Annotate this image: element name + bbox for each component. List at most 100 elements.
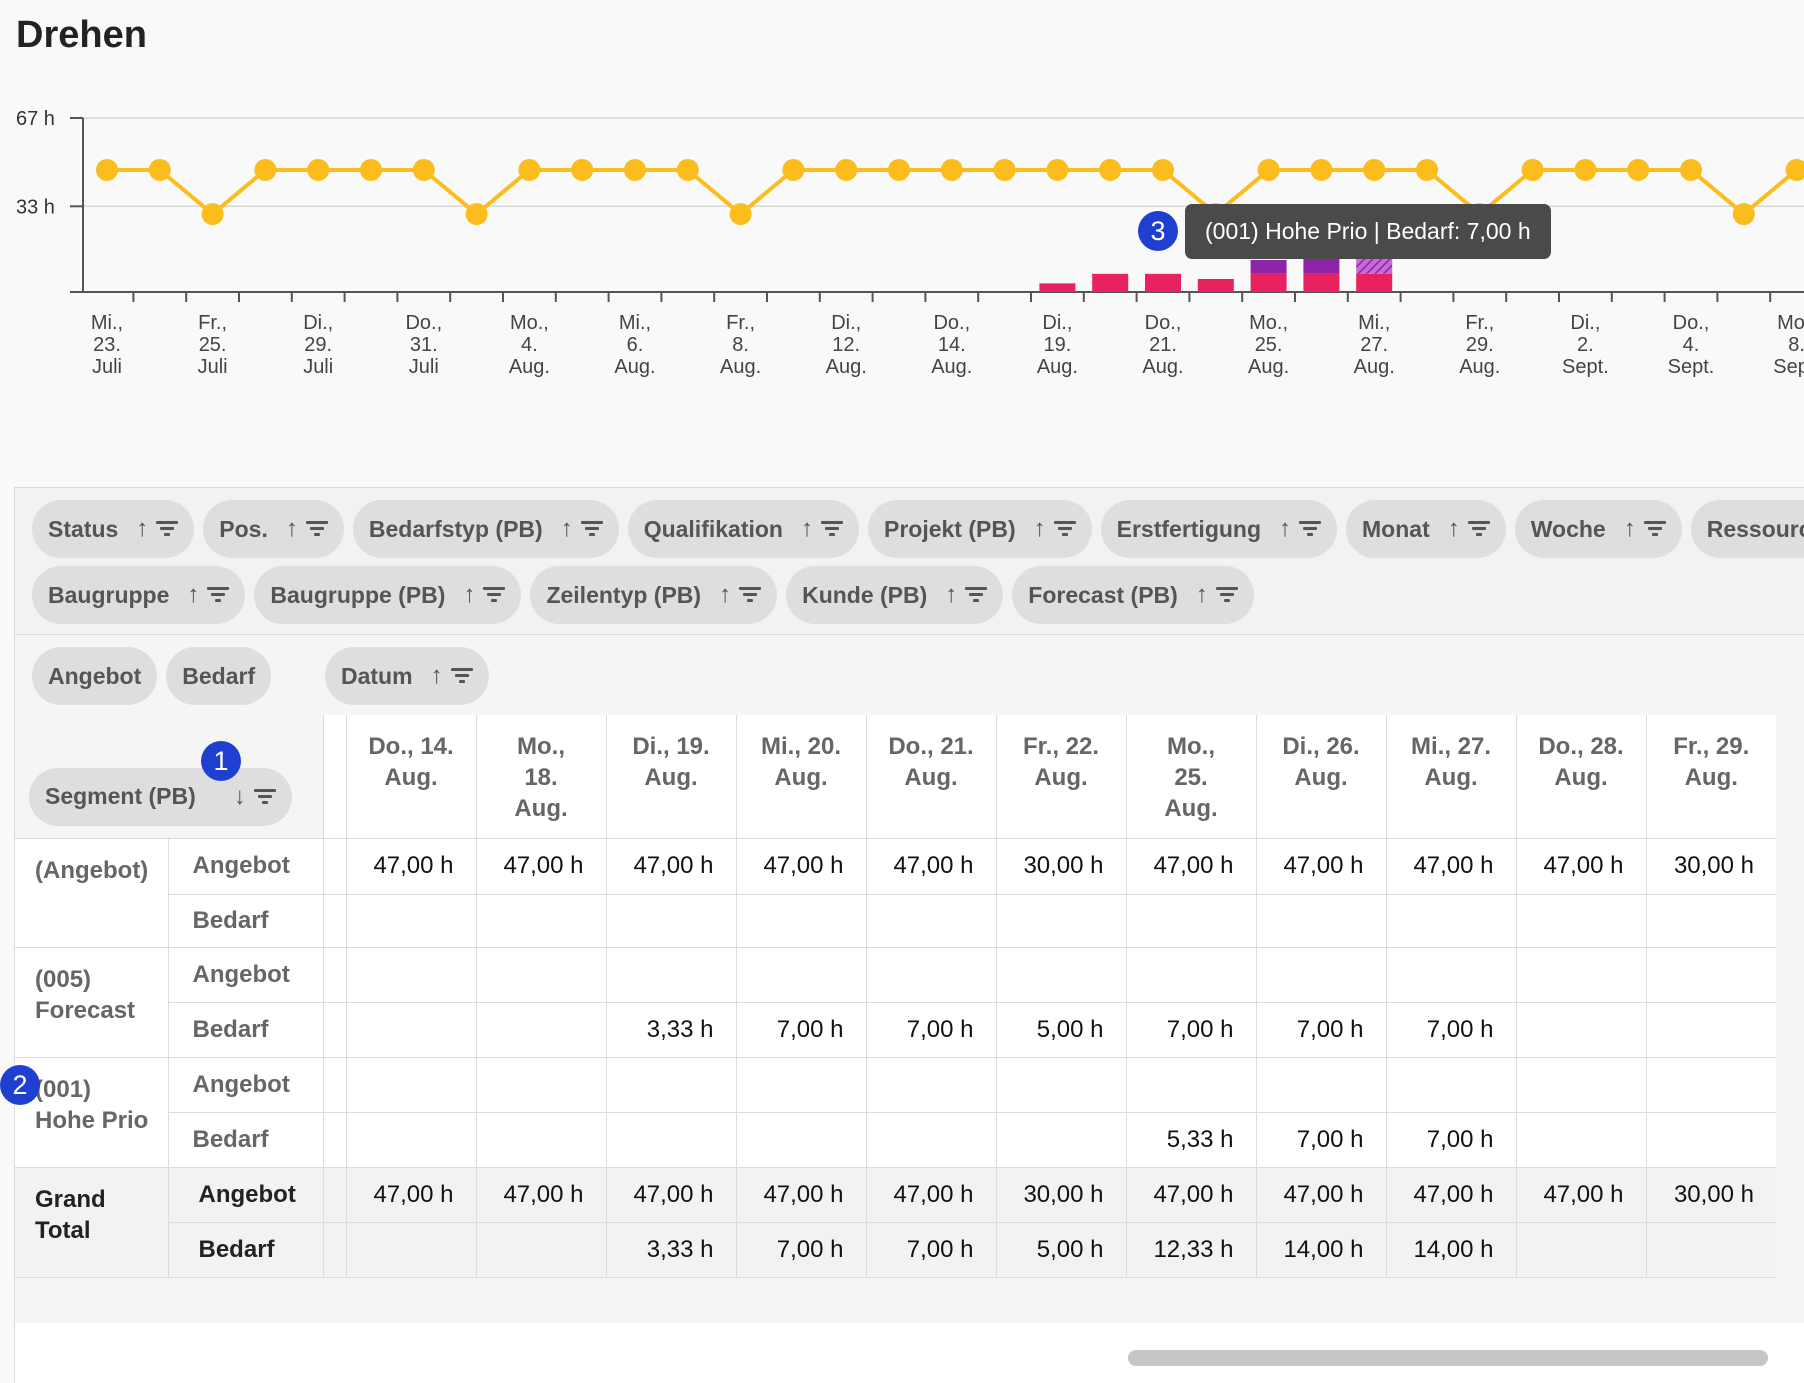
sort-ascending-icon[interactable]: ↑: [187, 581, 200, 608]
value-cell[interactable]: 47,00 h: [735, 1167, 867, 1223]
value-cell[interactable]: [735, 947, 867, 1003]
angebot-point[interactable]: [782, 158, 805, 181]
segment-header[interactable]: (005) Forecast: [15, 947, 169, 1058]
sort-ascending-icon[interactable]: ↑: [430, 662, 443, 689]
value-cell[interactable]: [1515, 947, 1647, 1003]
value-cell[interactable]: [1645, 1002, 1777, 1058]
column-header[interactable]: Fr., 29. Aug.: [1645, 715, 1777, 839]
hohe-prio-bar[interactable]: [1250, 259, 1287, 274]
angebot-point[interactable]: [1785, 158, 1804, 181]
angebot-point[interactable]: [888, 158, 910, 181]
value-cell[interactable]: 7,00 h: [1255, 1112, 1387, 1168]
value-cell[interactable]: 30,00 h: [995, 838, 1127, 895]
field-pill-baugruppe[interactable]: Baugruppe ↑: [32, 566, 246, 624]
value-cell[interactable]: [1125, 947, 1257, 1003]
angebot-point[interactable]: [1046, 158, 1069, 181]
value-cell[interactable]: [605, 894, 737, 948]
value-cell[interactable]: 47,00 h: [345, 1167, 477, 1223]
angebot-point[interactable]: [1521, 158, 1544, 181]
value-cell[interactable]: [735, 1057, 867, 1113]
column-header[interactable]: Di., 19. Aug.: [605, 715, 737, 839]
filter-icon[interactable]: [820, 521, 843, 537]
sort-ascending-icon[interactable]: ↑: [1279, 515, 1292, 542]
column-header[interactable]: Mi., 27. Aug.: [1385, 715, 1517, 839]
field-pill-zeilentyp-pb[interactable]: Zeilentyp (PB) ↑: [530, 566, 778, 624]
field-pill-datum[interactable]: Datum ↑: [325, 647, 489, 705]
angebot-point[interactable]: [360, 158, 382, 181]
field-pill-monat[interactable]: Monat ↑: [1346, 500, 1506, 558]
value-cell[interactable]: [995, 947, 1127, 1003]
filter-icon[interactable]: [253, 788, 276, 805]
field-pill-ressource[interactable]: Ressource↑: [1690, 500, 1804, 558]
angebot-point[interactable]: [148, 158, 171, 181]
angebot-point[interactable]: [940, 158, 963, 181]
segment-header[interactable]: Grand Total: [15, 1167, 169, 1278]
value-cell[interactable]: [475, 947, 607, 1003]
value-cell[interactable]: 7,00 h: [1385, 1112, 1517, 1168]
value-cell[interactable]: [605, 1057, 737, 1113]
filter-icon[interactable]: [1215, 587, 1238, 603]
value-cell[interactable]: [475, 1222, 607, 1278]
value-cell[interactable]: [345, 947, 477, 1003]
column-header[interactable]: Fr., 22. Aug.: [995, 715, 1127, 839]
column-header[interactable]: Mo., 18. Aug.: [475, 715, 607, 839]
forecast-bar[interactable]: [1197, 279, 1234, 292]
value-cell[interactable]: 47,00 h: [1515, 1167, 1647, 1223]
value-cell[interactable]: [475, 894, 607, 948]
value-cell[interactable]: [865, 947, 997, 1003]
angebot-point[interactable]: [1416, 158, 1438, 181]
value-cell[interactable]: [735, 1112, 867, 1168]
field-pill-projekt-pb[interactable]: Projekt (PB) ↑: [867, 500, 1092, 558]
value-cell[interactable]: [1515, 1112, 1647, 1168]
value-cell[interactable]: [1255, 894, 1387, 948]
value-cell[interactable]: 5,00 h: [995, 1222, 1127, 1278]
forecast-bar[interactable]: [1145, 273, 1181, 292]
value-cell[interactable]: [345, 894, 477, 948]
sort-ascending-icon[interactable]: ↑: [136, 515, 149, 542]
value-cell[interactable]: [995, 894, 1127, 948]
angebot-point[interactable]: [624, 158, 646, 181]
value-cell[interactable]: 7,00 h: [735, 1002, 867, 1058]
value-cell[interactable]: [865, 1057, 997, 1113]
value-cell[interactable]: [1515, 1222, 1647, 1278]
angebot-point[interactable]: [465, 203, 488, 226]
value-cell[interactable]: 47,00 h: [475, 1167, 607, 1223]
angebot-point[interactable]: [1574, 158, 1597, 181]
value-cell[interactable]: 47,00 h: [605, 1167, 737, 1223]
angebot-point[interactable]: [993, 158, 1016, 181]
value-cell[interactable]: [475, 1112, 607, 1168]
value-cell[interactable]: [475, 1057, 607, 1113]
angebot-point[interactable]: [571, 158, 594, 181]
forecast-bar[interactable]: [1250, 273, 1287, 292]
value-cell[interactable]: [1125, 894, 1257, 948]
column-header[interactable]: Di., 26. Aug.: [1255, 715, 1387, 839]
horizontal-scrollbar[interactable]: [1128, 1350, 1768, 1366]
sort-ascending-icon[interactable]: ↑: [285, 515, 298, 542]
angebot-point[interactable]: [518, 158, 541, 181]
sort-ascending-icon[interactable]: ↑: [945, 581, 958, 608]
sort-ascending-icon[interactable]: ↑: [800, 515, 813, 542]
value-cell[interactable]: 5,00 h: [995, 1002, 1127, 1058]
angebot-point[interactable]: [1257, 158, 1280, 181]
value-cell[interactable]: 30,00 h: [1645, 838, 1777, 895]
value-cell[interactable]: [735, 894, 867, 948]
forecast-bar[interactable]: [1039, 283, 1076, 292]
sort-ascending-icon[interactable]: ↑: [463, 581, 476, 608]
value-cell[interactable]: 7,00 h: [865, 1222, 997, 1278]
capacity-chart[interactable]: 67 h33 hMi.,23.JuliFr.,25.JuliDi.,29.Jul…: [0, 95, 1804, 395]
sort-descending-icon[interactable]: ↓: [233, 782, 246, 810]
value-cell[interactable]: [1515, 894, 1647, 948]
field-pill-bedarfstyp-pb[interactable]: Bedarfstyp (PB) ↑: [352, 500, 619, 558]
angebot-point[interactable]: [1627, 158, 1650, 181]
value-cell[interactable]: 47,00 h: [865, 838, 997, 895]
filter-icon[interactable]: [305, 521, 328, 537]
value-cell[interactable]: [345, 1112, 477, 1168]
value-cell[interactable]: [1515, 1057, 1647, 1113]
value-cell[interactable]: 47,00 h: [865, 1167, 997, 1223]
value-cell[interactable]: [1385, 1057, 1517, 1113]
value-cell[interactable]: [865, 1112, 997, 1168]
segment-header[interactable]: (Angebot): [15, 838, 169, 948]
value-cell[interactable]: [1385, 894, 1517, 948]
filter-icon[interactable]: [207, 587, 230, 603]
field-pill-segment-pb[interactable]: Segment (PB) ↓: [29, 767, 292, 826]
